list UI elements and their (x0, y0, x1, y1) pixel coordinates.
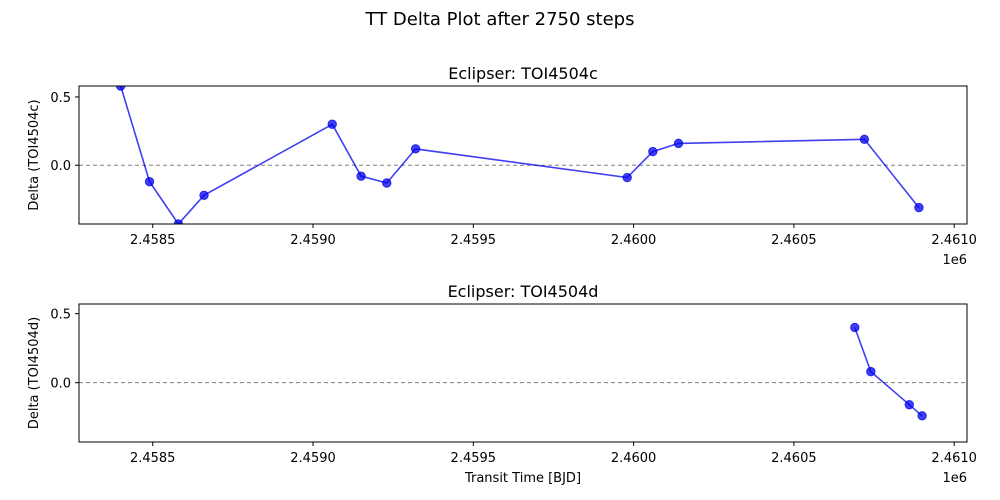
x-tick-label: 2.4610 (931, 233, 977, 248)
data-point (622, 172, 632, 183)
series-line (119, 86, 920, 224)
axes-frame (78, 85, 968, 225)
y-tick-label: 0.0 (50, 159, 71, 174)
y-tick-label: 0.5 (50, 91, 71, 106)
x-axis-label: Transit Time [BJD] (464, 471, 581, 486)
x-tick-label: 2.4610 (931, 451, 977, 466)
data-point (673, 138, 684, 149)
data-point (917, 411, 927, 421)
y-tick-label: 0.0 (50, 377, 71, 392)
series-group (850, 322, 927, 421)
figure-title: TT Delta Plot after 2750 steps (365, 9, 635, 30)
x-tick-label: 2.4595 (451, 233, 497, 248)
data-point (356, 171, 366, 181)
data-point (859, 134, 870, 144)
series-group (115, 86, 924, 224)
data-point (382, 178, 392, 188)
data-point (144, 176, 155, 187)
axes-frame (78, 303, 968, 443)
subplot-toi4504d: Eclipser: TOI4504d 2.4585 2.4590 2.4595 2.46… (27, 282, 977, 486)
data-point (866, 366, 876, 377)
data-point (850, 322, 860, 333)
data-point (914, 202, 924, 213)
x-tick-label: 2.4585 (130, 233, 176, 248)
y-axis-label: Delta (TOI4504d) (27, 317, 42, 429)
subplot-title: Eclipser: TOI4504d (448, 282, 599, 301)
x-offset-label: 1e6 (942, 471, 967, 486)
x-tick-label: 2.4605 (771, 233, 817, 248)
data-point (327, 119, 337, 129)
data-point (904, 400, 914, 410)
x-offset-label: 1e6 (942, 253, 967, 268)
x-tick-label: 2.4600 (611, 233, 657, 248)
y-axis-label: Delta (TOI4504c) (27, 99, 42, 210)
subplot-title: Eclipser: TOI4504c (448, 64, 598, 83)
data-point (199, 190, 209, 201)
data-point (648, 146, 658, 157)
data-point (410, 144, 421, 154)
x-tick-label: 2.4600 (611, 451, 657, 466)
x-tick-label: 2.4605 (771, 451, 817, 466)
x-tick-label: 2.4595 (451, 451, 497, 466)
series-line (854, 327, 923, 417)
x-tick-label: 2.4585 (130, 451, 176, 466)
x-tick-label: 2.4590 (290, 451, 336, 466)
x-tick-label: 2.4590 (290, 233, 336, 248)
data-point (173, 219, 184, 224)
y-tick-label: 0.5 (50, 308, 71, 323)
subplot-toi4504c: Eclipser: TOI4504c 2.4585 2.4590 2.4595 2.46… (27, 64, 977, 268)
